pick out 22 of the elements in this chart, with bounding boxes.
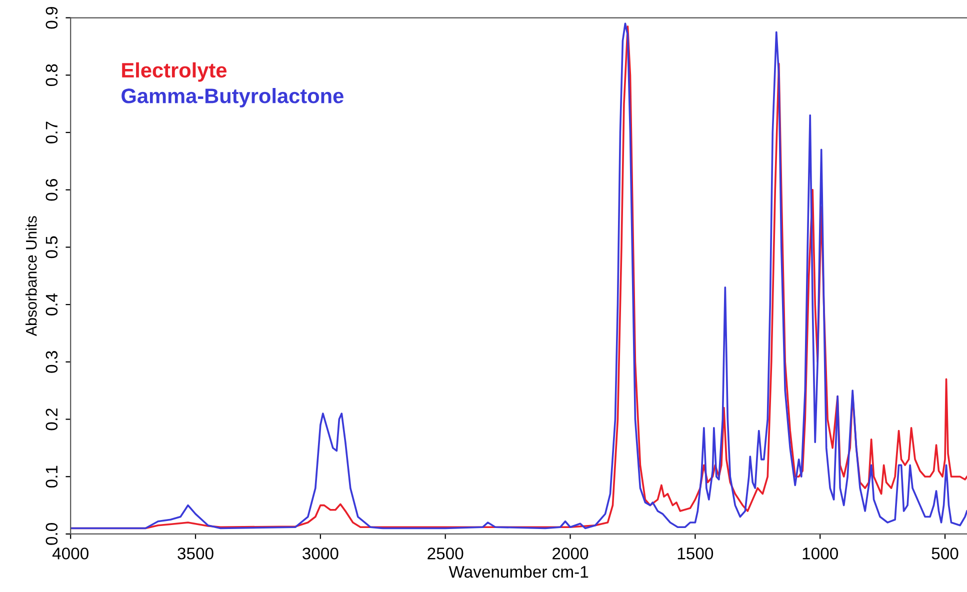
x-tick-label: 1500 — [678, 548, 714, 560]
x-tick-label: 2000 — [552, 548, 588, 560]
y-axis-title: Absorbance Units — [26, 216, 37, 336]
x-axis-title: Wavenumber cm-1 — [448, 565, 588, 578]
y-tick-label: 0.9 — [46, 6, 58, 29]
y-tick-label: 0.6 — [46, 178, 58, 201]
text: Electrolyte — [122, 62, 227, 82]
text: Gamma-Butyrolactone — [122, 88, 344, 108]
y-tick-label: 0.8 — [46, 64, 58, 86]
x-tick-label: 3000 — [302, 548, 338, 560]
y-tick-label: 0.3 — [46, 351, 58, 373]
y-tick-label: 0.0 — [46, 523, 58, 545]
x-tick-label: 4000 — [52, 548, 88, 560]
x-tick-label: 1000 — [802, 548, 838, 560]
x-tick-label: 2500 — [428, 548, 464, 560]
x-tick-label: 3500 — [178, 548, 214, 560]
y-tick-label: 0.4 — [46, 293, 58, 316]
y-tick-label: 0.1 — [46, 466, 58, 488]
y-tick-label: 0.7 — [46, 122, 58, 144]
y-tick-label: 0.2 — [46, 408, 58, 430]
y-tick-label: 0.5 — [46, 236, 58, 258]
x-tick-label: 500 — [932, 548, 958, 560]
